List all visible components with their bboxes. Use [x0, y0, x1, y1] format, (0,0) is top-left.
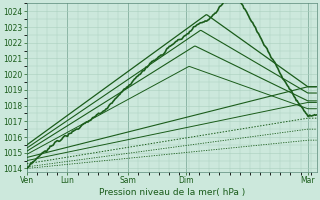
- X-axis label: Pression niveau de la mer( hPa ): Pression niveau de la mer( hPa ): [99, 188, 245, 197]
